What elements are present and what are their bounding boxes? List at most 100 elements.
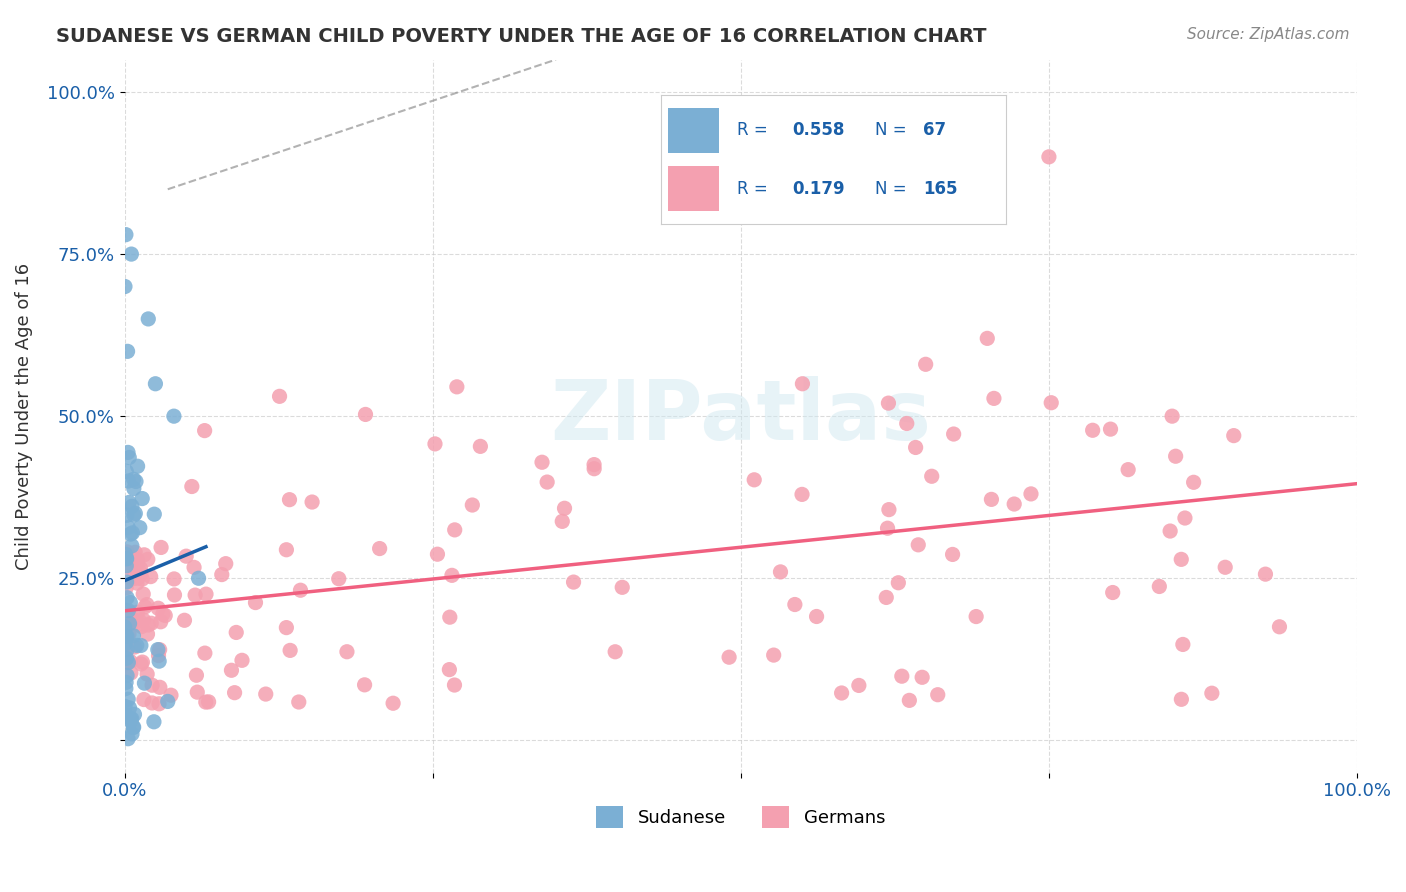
Point — [254, 687, 277, 701]
Point — [551, 514, 574, 528]
Point — [131, 655, 153, 669]
Point — [122, 720, 145, 734]
Point — [965, 609, 987, 624]
Point — [155, 608, 177, 623]
Legend: Sudanese, Germans: Sudanese, Germans — [589, 798, 893, 835]
Point — [423, 437, 446, 451]
Point — [288, 695, 311, 709]
Point — [211, 567, 233, 582]
Point — [121, 727, 143, 741]
Point — [173, 613, 195, 627]
Point — [278, 643, 301, 657]
Point — [131, 572, 153, 586]
Point — [141, 678, 163, 692]
Point — [195, 587, 218, 601]
Point — [184, 588, 207, 602]
Point — [583, 458, 606, 472]
Point — [128, 570, 150, 584]
Point — [149, 681, 172, 695]
Point — [354, 408, 377, 422]
Point — [115, 616, 138, 631]
Point — [194, 424, 217, 438]
Point — [907, 538, 929, 552]
Point — [146, 642, 169, 657]
Y-axis label: Child Poverty Under the Age of 16: Child Poverty Under the Age of 16 — [15, 262, 32, 570]
Point — [114, 620, 136, 634]
Point — [215, 557, 238, 571]
Point — [914, 357, 936, 371]
Point — [149, 642, 172, 657]
Point — [224, 686, 246, 700]
Point — [152, 607, 174, 622]
Point — [121, 525, 143, 540]
Point — [115, 651, 138, 665]
Point — [470, 439, 492, 453]
Point — [887, 575, 910, 590]
Point — [117, 618, 139, 632]
Point — [122, 472, 145, 486]
Point — [141, 616, 163, 631]
Point — [117, 604, 139, 618]
Point — [368, 541, 391, 556]
Point — [269, 389, 291, 403]
Point — [446, 380, 468, 394]
Text: SUDANESE VS GERMAN CHILD POVERTY UNDER THE AGE OF 16 CORRELATION CHART: SUDANESE VS GERMAN CHILD POVERTY UNDER T… — [56, 27, 987, 45]
Point — [898, 693, 921, 707]
Point — [120, 655, 142, 669]
Point — [115, 668, 138, 682]
Point — [1099, 422, 1122, 436]
Point — [896, 417, 918, 431]
Point — [117, 520, 139, 534]
Point — [1002, 497, 1025, 511]
Point — [117, 656, 139, 670]
Point — [1170, 552, 1192, 566]
Point — [118, 627, 141, 641]
Point — [124, 507, 146, 521]
Point — [976, 331, 998, 345]
Point — [163, 409, 186, 424]
Point — [128, 613, 150, 627]
Point — [163, 572, 186, 586]
Point — [443, 678, 465, 692]
Point — [124, 640, 146, 654]
Point — [1171, 637, 1194, 651]
Point — [114, 279, 136, 293]
Point — [122, 572, 145, 586]
Point — [115, 558, 138, 573]
Point — [426, 547, 449, 561]
Point — [134, 599, 156, 614]
Point — [461, 498, 484, 512]
Point — [145, 376, 167, 391]
Point — [718, 650, 741, 665]
Point — [117, 731, 139, 746]
Point — [134, 548, 156, 562]
Point — [122, 508, 145, 522]
Point — [1019, 487, 1042, 501]
Point — [186, 668, 208, 682]
Point — [443, 523, 465, 537]
Point — [194, 695, 217, 709]
Point — [197, 695, 219, 709]
Point — [114, 637, 136, 651]
Point — [122, 720, 145, 734]
Point — [122, 482, 145, 496]
Point — [605, 645, 627, 659]
Point — [983, 392, 1005, 406]
Point — [120, 558, 142, 573]
Point — [142, 714, 165, 729]
Point — [136, 618, 159, 632]
Point — [114, 657, 136, 671]
Point — [118, 495, 141, 509]
Point — [128, 617, 150, 632]
Point — [125, 576, 148, 591]
Point — [124, 707, 146, 722]
Point — [115, 681, 138, 696]
Point — [125, 475, 148, 489]
Point — [125, 558, 148, 572]
Point — [115, 551, 138, 566]
Point — [276, 542, 298, 557]
Point — [1116, 462, 1139, 476]
Point — [117, 344, 139, 359]
Point — [114, 603, 136, 617]
Point — [129, 566, 152, 580]
